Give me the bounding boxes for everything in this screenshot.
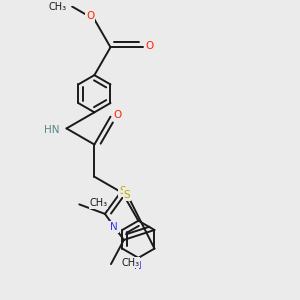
Text: O: O xyxy=(146,41,154,51)
Text: CH₃: CH₃ xyxy=(48,2,66,11)
Text: O: O xyxy=(86,11,94,22)
Text: N: N xyxy=(134,261,142,271)
Text: HN: HN xyxy=(44,125,59,135)
Text: CH₃: CH₃ xyxy=(121,258,140,268)
Text: N: N xyxy=(110,222,118,232)
Text: O: O xyxy=(114,110,122,120)
Text: CH₃: CH₃ xyxy=(89,198,108,208)
Text: S: S xyxy=(124,190,130,200)
Text: S: S xyxy=(119,186,126,196)
